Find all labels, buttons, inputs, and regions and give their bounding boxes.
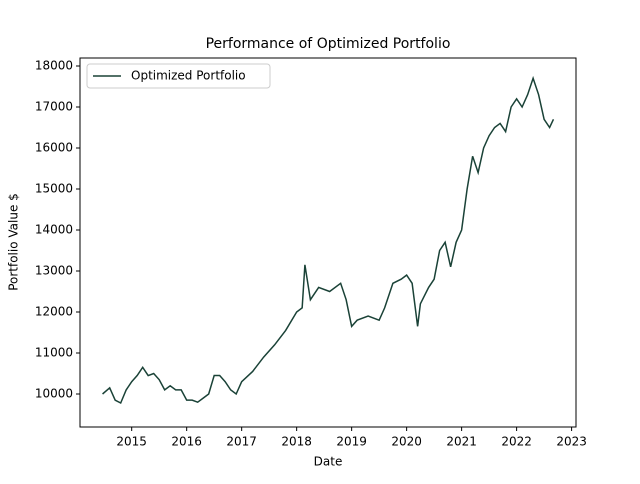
x-tick-label: 2018: [281, 435, 312, 449]
y-tick-label: 15000: [35, 181, 73, 195]
y-tick-label: 14000: [35, 222, 73, 236]
x-axis-label: Date: [314, 455, 343, 469]
y-tick-label: 12000: [35, 304, 73, 318]
x-tick-label: 2020: [391, 435, 422, 449]
y-tick-label: 18000: [35, 58, 73, 72]
y-tick-label: 17000: [35, 99, 73, 113]
x-tick-label: 2022: [501, 435, 532, 449]
y-axis-label: Portfolio Value $: [7, 193, 21, 291]
x-tick-label: 2017: [226, 435, 257, 449]
chart-title: Performance of Optimized Portfolio: [206, 36, 451, 52]
legend-box: [86, 63, 271, 89]
x-tick-label: 2019: [336, 435, 367, 449]
x-tick-label: 2015: [116, 435, 147, 449]
legend-label: Optimized Portfolio: [131, 69, 246, 83]
plot-frame: [79, 57, 577, 428]
x-tick-label: 2021: [446, 435, 477, 449]
x-tick-label: 2016: [171, 435, 202, 449]
y-tick-label: 13000: [35, 263, 73, 277]
line: [102, 75, 555, 405]
y-tick-label: 10000: [35, 386, 73, 400]
y-tick-label: 16000: [35, 140, 73, 154]
x-tick-label: 2023: [556, 435, 587, 449]
y-tick-label: 11000: [35, 345, 73, 359]
